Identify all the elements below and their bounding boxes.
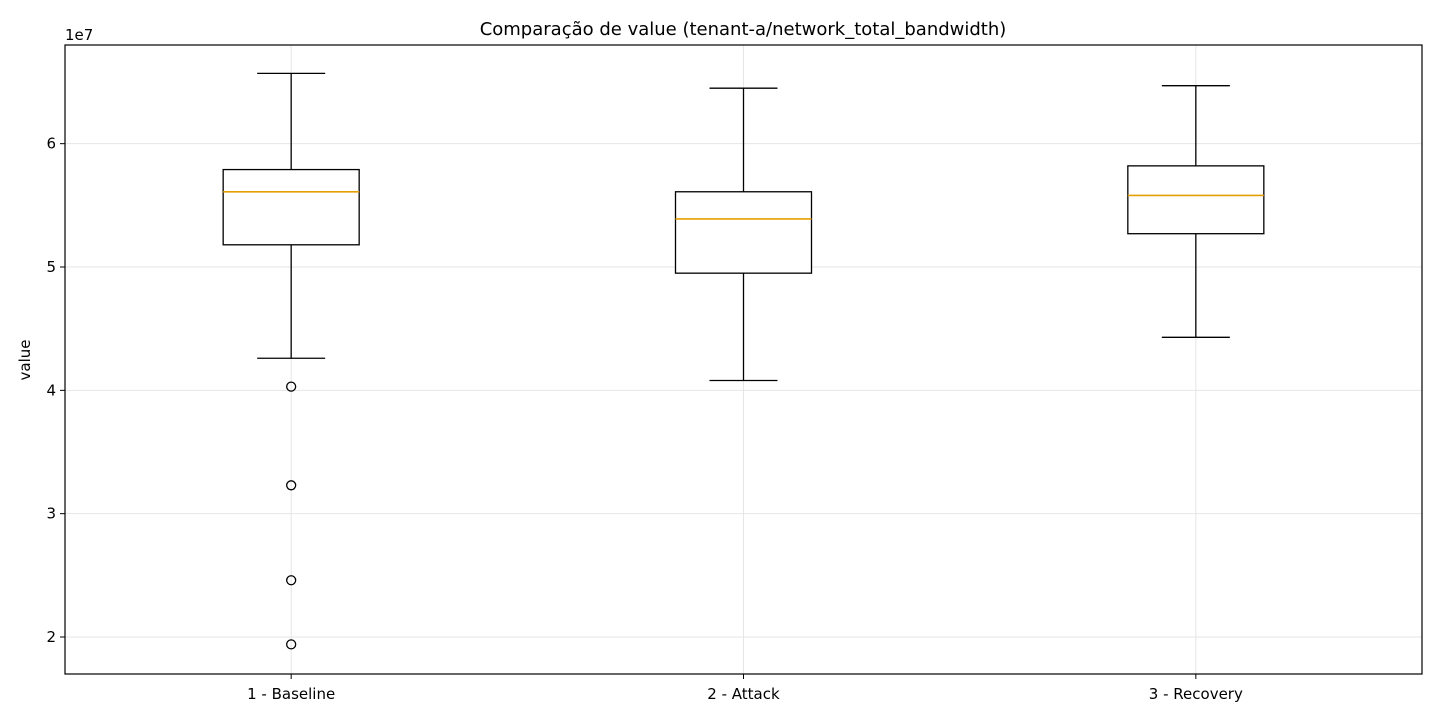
box-group [222,72,360,650]
y-tick-label: 5 [46,258,56,276]
chart-title: Comparação de value (tenant-a/network_to… [480,19,1007,40]
x-tick-label: 3 - Recovery [1149,685,1243,703]
outlier-point [286,480,297,491]
box-group [1127,85,1265,338]
outlier-point [286,639,297,650]
outlier-point [286,575,297,586]
iqr-box [222,168,360,246]
outlier-point [286,381,297,392]
box-group [674,87,813,382]
iqr-box [1127,165,1265,235]
axis-layer: 2 3 4 5 6 1 - Baseline 2 - Attack 3 - Recovery [46,135,1243,703]
y-tick-label: 3 [46,505,56,523]
y-scale-label: 1e7 [65,26,93,44]
y-tick-label: 2 [46,628,56,646]
box-layer [222,72,1265,650]
y-axis-label: value [16,340,34,381]
iqr-box [674,191,813,274]
x-tick-label: 2 - Attack [707,685,780,703]
x-tick-label: 1 - Baseline [247,685,335,703]
y-tick-label: 6 [46,135,56,153]
y-tick-label: 4 [46,381,56,399]
